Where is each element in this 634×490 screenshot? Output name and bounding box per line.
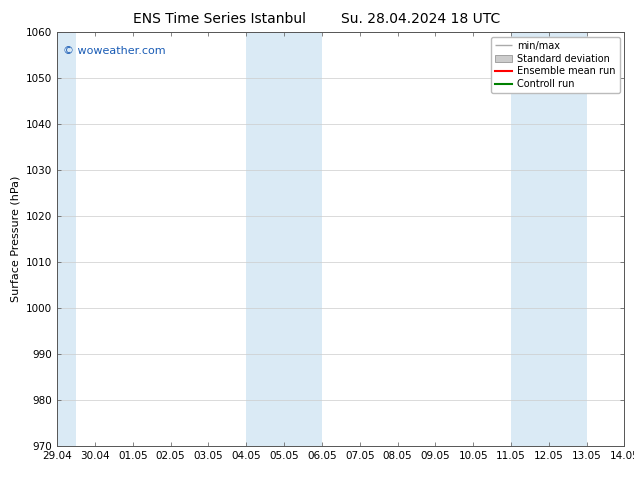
Bar xyxy=(57,32,76,446)
Bar xyxy=(246,32,322,446)
Y-axis label: Surface Pressure (hPa): Surface Pressure (hPa) xyxy=(10,176,20,302)
Text: © woweather.com: © woweather.com xyxy=(63,47,165,56)
Legend: min/max, Standard deviation, Ensemble mean run, Controll run: min/max, Standard deviation, Ensemble me… xyxy=(491,37,619,93)
Bar xyxy=(511,32,586,446)
Text: ENS Time Series Istanbul        Su. 28.04.2024 18 UTC: ENS Time Series Istanbul Su. 28.04.2024 … xyxy=(133,12,501,26)
